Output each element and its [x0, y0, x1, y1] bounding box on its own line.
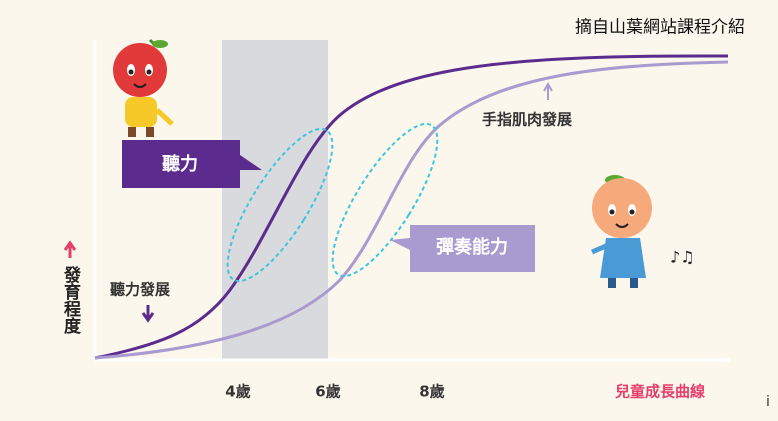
callout-box [122, 140, 262, 188]
callout-text: 彈奏能力 [436, 236, 508, 258]
peach-character: ♪♫ [591, 175, 695, 288]
x-label: 6歲 [315, 383, 340, 401]
finger-curve [94, 60, 729, 360]
source-note: 摘自山葉網站課程介紹 [575, 18, 745, 38]
callout-text: 聽力 [162, 153, 198, 175]
x-label: 4歲 [225, 383, 250, 401]
curve-label: 手指肌肉發展 [482, 111, 572, 129]
age-band [222, 40, 328, 360]
arrow [141, 305, 155, 323]
svg-text:♪♫: ♪♫ [670, 248, 695, 267]
y-axis-label: 發育程度 [60, 265, 82, 335]
dashed-highlight [331, 122, 439, 278]
arrow [543, 81, 553, 100]
edge-text: i [766, 394, 770, 410]
dashed-highlight [226, 127, 334, 283]
apple-character [113, 38, 174, 137]
hearing-curve [94, 54, 729, 360]
y-arrow [63, 240, 77, 258]
curve-label: 聽力發展 [110, 281, 170, 299]
callout-box [390, 225, 535, 272]
x-axis-label: 兒童成長曲線 [615, 383, 705, 401]
x-label: 8歲 [419, 383, 444, 401]
